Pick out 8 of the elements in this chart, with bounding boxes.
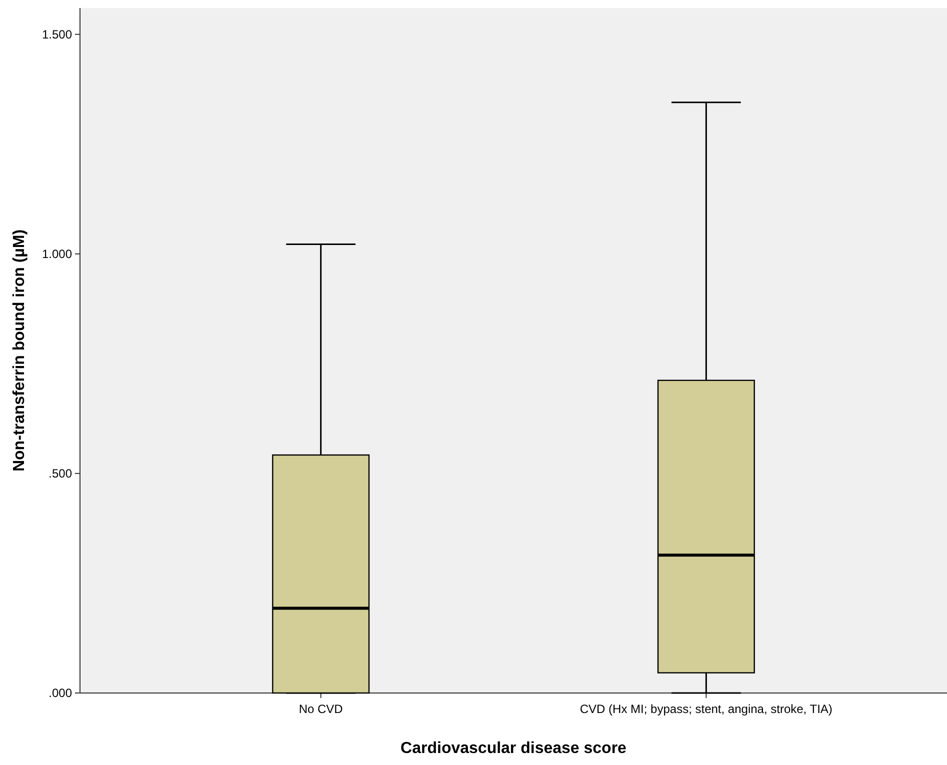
y-axis-title: Non-transferrin bound iron (µM) xyxy=(11,229,28,472)
y-tick-label: 1.000 xyxy=(42,247,72,262)
y-tick-label: .500 xyxy=(48,466,72,481)
x-tick-label: CVD (Hx MI; bypass; stent, angina, stroke, TIA) xyxy=(580,702,832,716)
y-tick-label: 1.500 xyxy=(42,28,72,42)
x-axis-title: Cardiovascular disease score xyxy=(400,740,627,757)
y-tick-label: .000 xyxy=(48,686,72,700)
x-tick-label: No CVD xyxy=(298,702,344,716)
